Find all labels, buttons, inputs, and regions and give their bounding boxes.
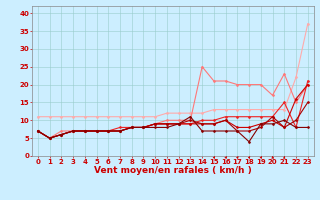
X-axis label: Vent moyen/en rafales ( km/h ): Vent moyen/en rafales ( km/h ) bbox=[94, 166, 252, 175]
